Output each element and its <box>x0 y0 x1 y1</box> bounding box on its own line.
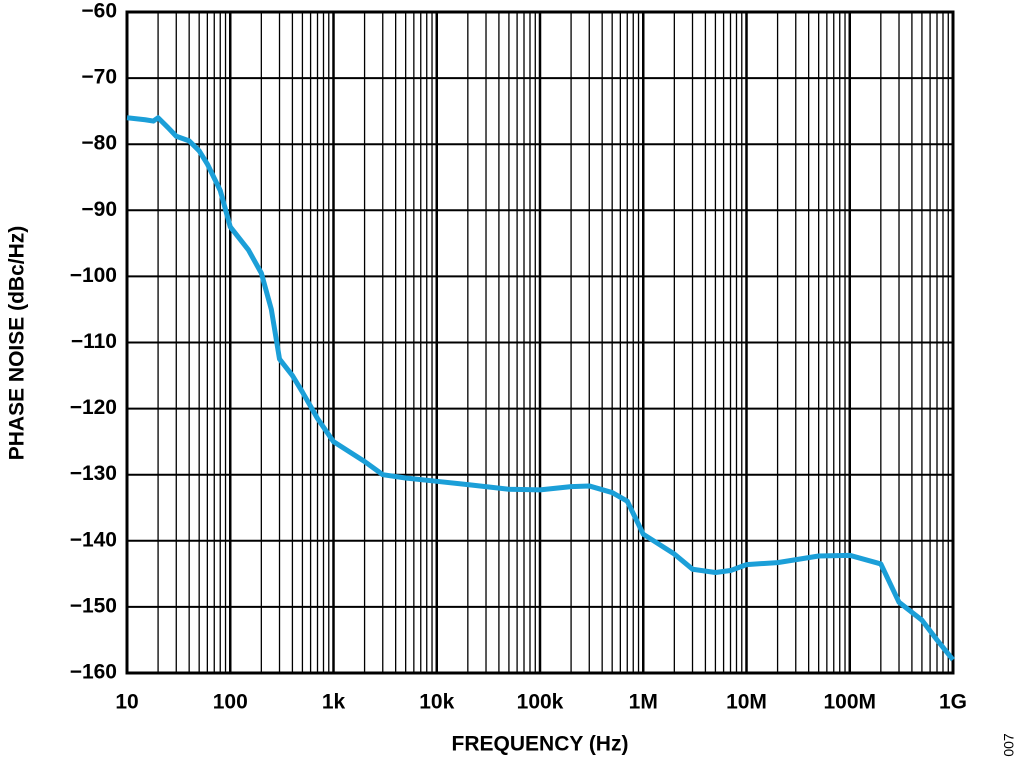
y-tick-label: −100 <box>70 264 117 287</box>
y-tick-label: −90 <box>81 198 117 221</box>
plot-frame <box>125 10 955 675</box>
y-tick-label: −110 <box>71 330 117 353</box>
y-tick-label: −130 <box>70 462 117 485</box>
y-axis-label: PHASE NOISE (dBc/Hz) <box>6 226 29 461</box>
y-tick-label: −80 <box>81 132 117 155</box>
y-tick-label: −160 <box>70 661 117 684</box>
y-tick-label: −60 <box>81 0 117 23</box>
y-tick-label: −150 <box>70 594 117 617</box>
x-tick-label: 1k <box>322 691 346 714</box>
phase-noise-line <box>126 115 955 662</box>
x-tick-label: 100 <box>213 691 248 714</box>
x-axis-label: FREQUENCY (Hz) <box>452 733 629 756</box>
x-tick-label: 10 <box>115 691 138 714</box>
y-tick-label: −140 <box>70 528 117 551</box>
x-tick-label: 10k <box>419 691 454 714</box>
x-tick-label: 100M <box>823 691 876 714</box>
x-tick-label: 1M <box>629 691 658 714</box>
x-tick-label: 10M <box>726 691 767 714</box>
y-tick-label: −70 <box>81 66 117 89</box>
x-tick-label: 100k <box>517 691 564 714</box>
figure-id: 007 <box>1001 733 1017 757</box>
y-tick-label: −120 <box>70 396 117 419</box>
x-tick-label: 1G <box>939 691 967 714</box>
